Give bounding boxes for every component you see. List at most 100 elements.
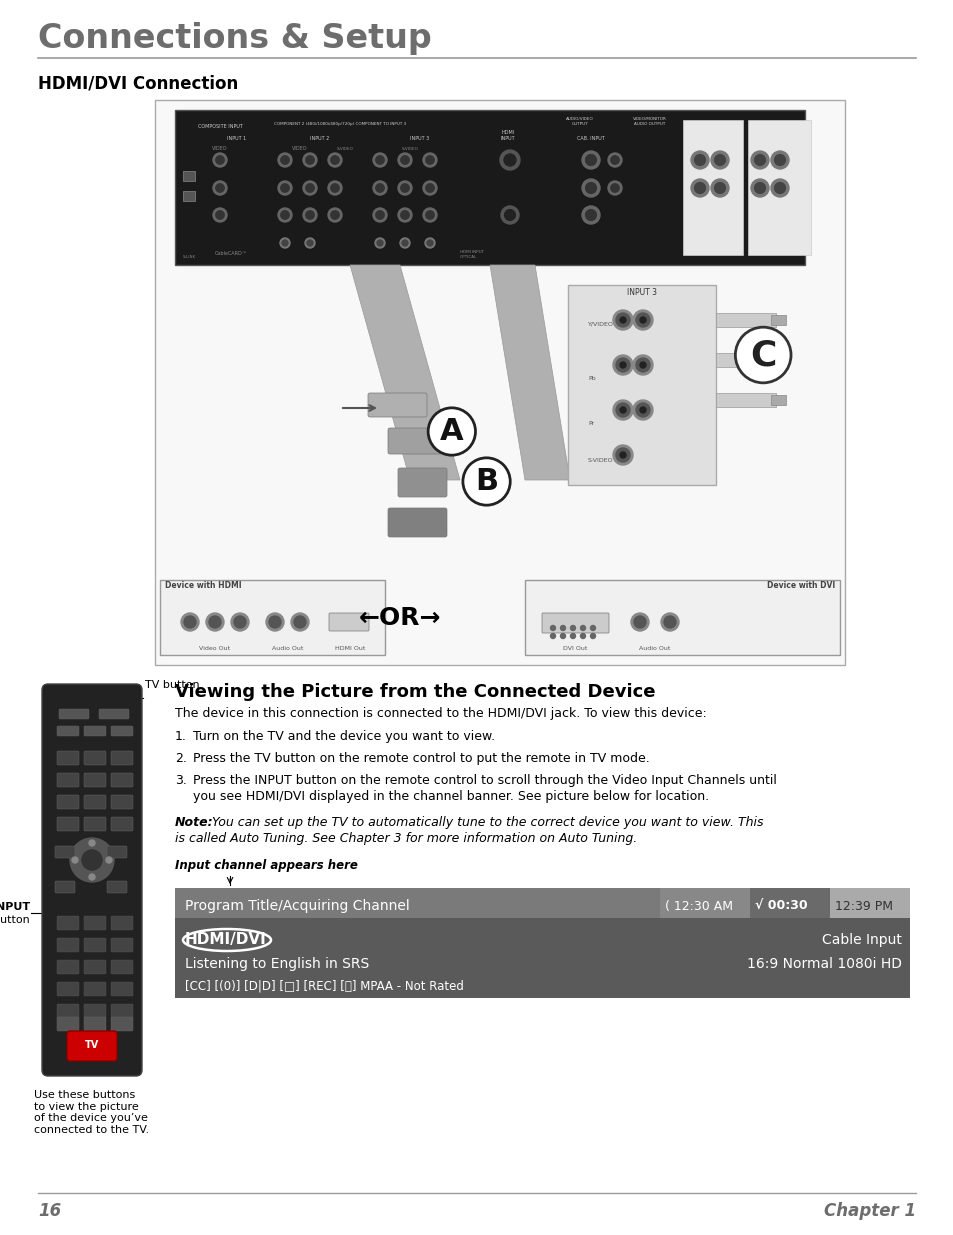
Text: 1.: 1. [174, 730, 187, 743]
Text: HDMI INPUT
OPTICAL: HDMI INPUT OPTICAL [459, 251, 483, 259]
Circle shape [633, 354, 652, 375]
FancyBboxPatch shape [388, 508, 447, 537]
Circle shape [375, 156, 384, 164]
Circle shape [570, 634, 575, 638]
Circle shape [750, 151, 768, 169]
Circle shape [375, 211, 384, 219]
Text: B: B [475, 467, 497, 496]
Text: Turn on the TV and the device you want to view.: Turn on the TV and the device you want t… [193, 730, 495, 743]
Circle shape [425, 184, 434, 193]
Text: √ 00:30: √ 00:30 [754, 900, 807, 913]
Circle shape [422, 153, 436, 167]
Text: Video Out: Video Out [199, 646, 231, 651]
FancyBboxPatch shape [111, 982, 132, 995]
Circle shape [619, 408, 625, 412]
Text: HDMI Out: HDMI Out [335, 646, 365, 651]
FancyBboxPatch shape [59, 709, 89, 719]
Text: DVI Out: DVI Out [562, 646, 587, 651]
FancyBboxPatch shape [84, 960, 106, 974]
Circle shape [181, 613, 199, 631]
Circle shape [400, 184, 409, 193]
Circle shape [424, 238, 435, 248]
Circle shape [581, 206, 599, 224]
Circle shape [280, 184, 289, 193]
Text: Device with DVI: Device with DVI [766, 580, 834, 590]
Text: The device in this connection is connected to the HDMI/DVI jack. To view this de: The device in this connection is connect… [174, 706, 706, 720]
Text: Audio Out: Audio Out [272, 646, 303, 651]
Text: S-LINK: S-LINK [183, 254, 196, 259]
FancyBboxPatch shape [111, 1016, 132, 1031]
Circle shape [305, 238, 314, 248]
FancyBboxPatch shape [111, 818, 132, 831]
Circle shape [710, 151, 728, 169]
Circle shape [714, 183, 724, 194]
Text: INPUT 1: INPUT 1 [227, 136, 247, 141]
Circle shape [710, 179, 728, 198]
Bar [160, 580, 385, 655]
FancyBboxPatch shape [67, 1031, 117, 1061]
Circle shape [613, 400, 633, 420]
Text: VIDEO/MONITOR
AUDIO OUTPUT: VIDEO/MONITOR AUDIO OUTPUT [633, 117, 666, 126]
Circle shape [579, 625, 585, 631]
Text: Cable Input: Cable Input [821, 932, 901, 947]
Text: you see HDMI/DVI displayed in the channel banner. See picture below for location: you see HDMI/DVI displayed in the channe… [193, 790, 708, 803]
Text: Press the TV button on the remote control to put the remote in TV mode.: Press the TV button on the remote contro… [193, 752, 649, 764]
Text: S-VIDEO: S-VIDEO [401, 147, 418, 151]
Circle shape [630, 613, 648, 631]
Circle shape [233, 616, 246, 629]
FancyBboxPatch shape [111, 939, 132, 952]
Circle shape [663, 616, 676, 629]
Circle shape [266, 613, 284, 631]
Text: ←OR→: ←OR→ [358, 606, 441, 630]
Circle shape [613, 445, 633, 466]
Circle shape [550, 625, 555, 631]
FancyBboxPatch shape [111, 726, 132, 736]
Circle shape [607, 182, 621, 195]
Circle shape [499, 149, 519, 170]
Circle shape [328, 153, 341, 167]
Circle shape [633, 310, 652, 330]
Circle shape [636, 312, 649, 327]
FancyBboxPatch shape [111, 773, 132, 787]
Text: Listening to English in SRS: Listening to English in SRS [185, 957, 369, 971]
Circle shape [373, 207, 387, 222]
Circle shape [660, 613, 679, 631]
Text: TV: TV [85, 1040, 99, 1050]
Text: Pr: Pr [587, 421, 594, 426]
FancyBboxPatch shape [84, 1004, 106, 1018]
Bar [567, 285, 716, 485]
Bar [174, 918, 909, 998]
FancyBboxPatch shape [111, 960, 132, 974]
Circle shape [581, 151, 599, 169]
Text: INPUT 3: INPUT 3 [410, 136, 429, 141]
Text: Note:: Note: [174, 816, 213, 829]
FancyBboxPatch shape [84, 1016, 106, 1031]
Text: S-VIDEO: S-VIDEO [587, 458, 613, 463]
Polygon shape [490, 266, 569, 480]
Circle shape [639, 408, 645, 412]
Bar [770, 395, 785, 405]
FancyBboxPatch shape [99, 709, 129, 719]
Circle shape [215, 156, 224, 164]
Circle shape [550, 634, 555, 638]
FancyBboxPatch shape [84, 751, 106, 764]
Circle shape [209, 616, 221, 629]
Text: Program Title/Acquiring Channel: Program Title/Acquiring Channel [185, 899, 410, 913]
Bar [659, 888, 749, 918]
Circle shape [269, 616, 281, 629]
Circle shape [277, 153, 292, 167]
Circle shape [585, 210, 596, 220]
Circle shape [231, 613, 249, 631]
Text: [CC] [(0)] [D|D] [□] [REC] [⚿] MPAA - Not Rated: [CC] [(0)] [D|D] [□] [REC] [⚿] MPAA - No… [185, 981, 463, 993]
FancyBboxPatch shape [57, 916, 79, 930]
Circle shape [303, 153, 316, 167]
FancyBboxPatch shape [57, 982, 79, 995]
Circle shape [71, 857, 78, 863]
Circle shape [504, 210, 515, 220]
Bar [770, 354, 785, 366]
Text: Use these buttons
to view the picture
of the device you’ve
connected to the TV.: Use these buttons to view the picture of… [34, 1091, 150, 1135]
Circle shape [690, 151, 708, 169]
Circle shape [399, 238, 410, 248]
FancyBboxPatch shape [57, 1004, 79, 1018]
Circle shape [307, 240, 313, 246]
